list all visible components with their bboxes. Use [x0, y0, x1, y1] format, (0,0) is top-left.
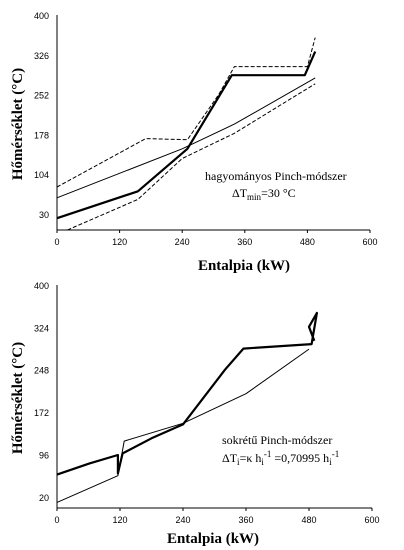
series-group: [56, 311, 318, 503]
y-tick-label: 324: [34, 323, 49, 333]
y-tick-label: 172: [34, 408, 49, 418]
chart-top: 30 104 178 252 326 400 0 120 240 360 480 600 Hőmér…: [10, 11, 378, 274]
x-tick-label: 0: [54, 237, 59, 247]
series-line-thin: [56, 348, 310, 503]
x-tick-labels: 0 120 240 360 480 600: [54, 230, 378, 247]
x-axis-title: Entalpia (kW): [167, 531, 259, 547]
annotation-line2: ΔTi=κ hi-1 =0,70995 hi-1: [222, 449, 339, 467]
x-tick-labels: 0 120 240 360 480 600: [54, 508, 380, 525]
annotation-line1: hagyományos Pinch-módszer: [205, 169, 347, 183]
series-line-dashed: [67, 83, 316, 231]
x-tick-label: 120: [112, 237, 127, 247]
y-tick-label: 96: [39, 450, 49, 460]
chart-bottom: 20 96 172 248 324 400 0 120 240 360 480 600 Hőmérs…: [10, 281, 380, 547]
x-tick-label: 480: [300, 237, 315, 247]
y-tick-labels: 30 104 178 252 326 400: [34, 11, 49, 220]
y-tick-label: 248: [34, 366, 49, 376]
series-line-dashed: [56, 37, 316, 188]
y-tick-label: 104: [34, 170, 49, 180]
y-axis-title: Hőmérséklet (°C): [10, 342, 26, 454]
x-tick-label: 0: [54, 515, 59, 525]
x-tick-label: 120: [112, 515, 127, 525]
series-line-thin: [56, 77, 316, 199]
y-tick-label: 400: [34, 11, 49, 21]
x-tick-label: 240: [175, 515, 190, 525]
x-tick-label: 480: [301, 515, 316, 525]
y-tick-label: 252: [34, 91, 49, 101]
annotation-line2: ΔTmin=30 °C: [232, 186, 296, 202]
y-axis-title: Hőmérséklet (°C): [10, 68, 26, 180]
x-tick-label: 600: [364, 515, 379, 525]
x-tick-label: 360: [237, 237, 252, 247]
y-tick-label: 400: [34, 281, 49, 291]
x-axis-title: Entalpia (kW): [198, 258, 290, 274]
x-tick-label: 360: [238, 515, 253, 525]
y-tick-label: 178: [34, 130, 49, 140]
series-group: [56, 37, 317, 231]
series-line-thick: [56, 311, 318, 476]
y-tick-label: 326: [34, 51, 49, 61]
series-line-thick: [56, 51, 317, 220]
y-tick-label: 30: [39, 210, 49, 220]
x-tick-label: 240: [175, 237, 190, 247]
annotation-line1: sokrétű Pinch-módszer: [222, 433, 332, 447]
y-tick-label: 20: [39, 493, 49, 503]
y-tick-labels: 20 96 172 248 324 400: [34, 281, 49, 503]
x-tick-label: 600: [362, 237, 377, 247]
